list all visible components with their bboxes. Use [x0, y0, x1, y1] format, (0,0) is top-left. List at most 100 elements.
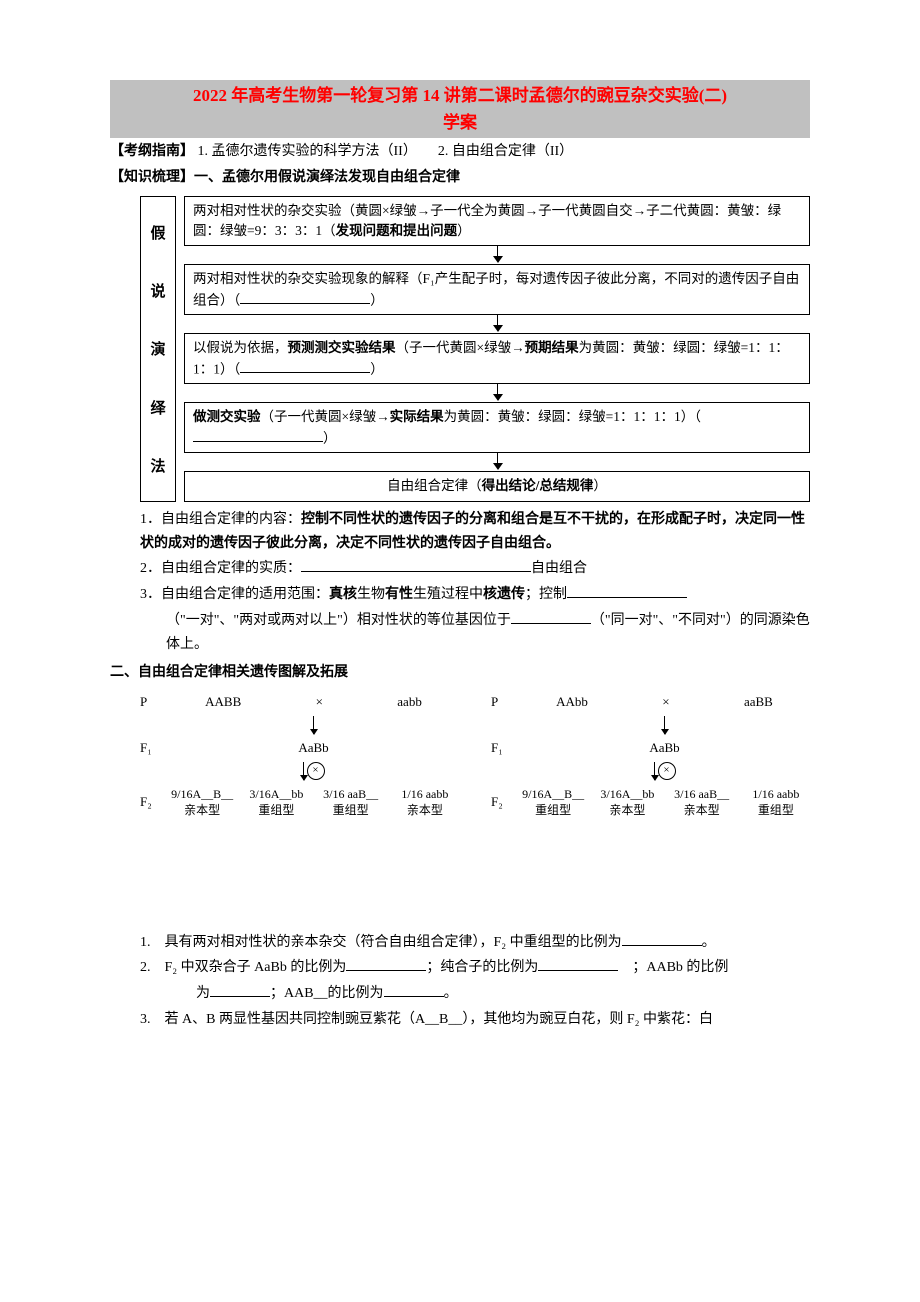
cross2-f2-3: 3/16 aaB__亲本型 — [668, 786, 736, 818]
content3-m2: 生殖过程中 — [413, 587, 483, 602]
cross1-f1-row: F₁ AaBb — [140, 740, 459, 756]
cross1-arrow1 — [140, 712, 459, 738]
step4-bold2: 实际结果 — [390, 409, 444, 424]
arrow-icon — [184, 384, 810, 402]
cross1-p-left: AABB — [205, 694, 241, 710]
cross2-f2-row: F₂ 9/16A__B__ 重组型 3/16A__bb 亲本型 3/16 aaB__… — [491, 786, 810, 818]
f2-geno: 3/16A__bb — [600, 787, 654, 801]
q1-text: 1. 具有两对相对性状的亲本杂交（符合自由组合定律），F₂ 中重组型的比例为 — [140, 935, 622, 950]
cross2-p-left: AAbb — [556, 694, 588, 710]
content3-blank2 — [511, 609, 591, 624]
arrow-icon — [184, 315, 810, 333]
hypo-char-1: 假 — [150, 222, 165, 243]
cross1-f2-row: F₂ 9/16A__B__ 亲本型 3/16A__bb重组型 3/16 aaB__… — [140, 786, 459, 818]
content2-blank — [301, 557, 531, 572]
content3-m1: 生物 — [357, 587, 385, 602]
hypo-deduction-diagram: 假 说 演 绎 法 两对相对性状的杂交实验（黄圆×绿皱→子一代全为黄圆→子一代黄… — [110, 196, 810, 502]
cross1-f2-4: 1/16 aabb亲本型 — [391, 786, 459, 818]
hypo-char-3: 演 — [150, 338, 165, 359]
cross2-f2-4: 1/16 aabb重组型 — [742, 786, 810, 818]
content3-b1: 真核 — [329, 587, 357, 602]
question-3: 3. 若 A、B 两显性基因共同控制豌豆紫花（A__B__），其他均为豌豆白花，… — [140, 1008, 810, 1032]
q2l2c: 。 — [444, 986, 458, 1001]
page: 2022 年高考生物第一轮复习第 14 讲第二课时孟德尔的豌豆杂交实验(二) 学… — [0, 0, 920, 1074]
cross2-f1: AaBb — [649, 740, 679, 756]
cross2-f2-1: 9/16A__B__ 重组型 — [519, 786, 587, 818]
f2-type: 亲本型 — [184, 803, 220, 817]
content-1: 1．自由组合定律的内容：控制不同性状的遗传因子的分离和组合是互不干扰的，在形成配… — [110, 508, 810, 556]
down-arrow-icon — [654, 762, 655, 780]
content2-pre: 2．自由组合定律的实质： — [140, 561, 301, 576]
hypo-step-2: 两对相对性状的杂交实验现象的解释（F₁产生配子时，每对遗传因子彼此分离，不同对的… — [184, 264, 810, 315]
gen-f2-label: F₂ — [140, 794, 168, 810]
self-cross-icon: × — [658, 762, 676, 780]
cross1-f2-3: 3/16 aaB__ 重组型 — [317, 786, 385, 818]
hypo-steps: 两对相对性状的杂交实验（黄圆×绿皱→子一代全为黄圆→子一代黄圆自交→子二代黄圆：… — [184, 196, 810, 502]
content3-pre: 3．自由组合定律的适用范围： — [140, 587, 329, 602]
step4-mid: （子一代黄圆×绿皱→ — [261, 409, 390, 424]
f2-type: 亲本型 — [609, 803, 645, 817]
arrow-icon — [184, 453, 810, 471]
down-arrow-icon — [303, 762, 304, 780]
knowledge-label: 【知识梳理】 — [110, 170, 194, 185]
step5-pre: 自由组合定律（ — [387, 478, 482, 493]
down-arrow-icon — [313, 716, 314, 734]
step3-bold2: 预期结果 — [525, 340, 579, 355]
hypo-step-1: 两对相对性状的杂交实验（黄圆×绿皱→子一代全为黄圆→子一代黄圆自交→子二代黄圆：… — [184, 196, 810, 247]
content-3-line2: （"一对"、"两对或两对以上"）相对性状的等位基因位于（"同一对"、"不同对"）… — [110, 609, 810, 657]
exam-guide-label: 【考纲指南】 — [110, 144, 194, 159]
f2-geno: 3/16 aaB__ — [674, 787, 729, 801]
q2b: ；纯合子的比例为 — [426, 960, 538, 975]
f2-geno: 9/16A__B__ — [522, 787, 584, 801]
title-line-2: 学案 — [443, 113, 477, 132]
hypo-char-5: 法 — [150, 455, 165, 476]
step4-post2: 为黄圆：黄皱：绿圆：绿皱=1：1：1：1）（ — [444, 409, 701, 424]
f2-type: 重组型 — [535, 803, 571, 817]
step3-bold: 预测测交实验结果 — [288, 340, 396, 355]
cross1-f2-2: 3/16A__bb重组型 — [242, 786, 310, 818]
title-line-1: 2022 年高考生物第一轮复习第 14 讲第二课时孟德尔的豌豆杂交实验(二) — [193, 86, 727, 105]
q1-tail: 。 — [702, 935, 716, 950]
down-arrow-icon — [664, 716, 665, 734]
f2-type: 重组型 — [258, 803, 294, 817]
cross2-p-right: aaBB — [744, 694, 773, 710]
content3-b2: 有性 — [385, 587, 413, 602]
content1-label: 1．自由组合定律的内容： — [140, 512, 301, 527]
cross-2: P AAbb × aaBB F₁ AaBb × — [491, 694, 810, 820]
f2-geno: 9/16A__B__ — [171, 787, 233, 801]
gen-f1-label: F₁ — [491, 740, 519, 756]
gen-p-label: P — [491, 694, 519, 710]
knowledge-line: 【知识梳理】一、孟德尔用假说演绎法发现自由组合定律 — [110, 166, 810, 190]
cross2-p-row: P AAbb × aaBB — [491, 694, 810, 710]
step1-bold: 发现问题和提出问题 — [336, 223, 458, 238]
cross1-arrow2: × — [140, 758, 459, 784]
step4-blank — [193, 428, 323, 443]
gen-p-label: P — [140, 694, 168, 710]
main-title: 2022 年高考生物第一轮复习第 14 讲第二课时孟德尔的豌豆杂交实验(二) 学… — [110, 80, 810, 138]
arrow-icon — [184, 246, 810, 264]
question-list: 1. 具有两对相对性状的亲本杂交（符合自由组合定律），F₂ 中重组型的比例为。 … — [110, 931, 810, 1032]
hypo-step-5: 自由组合定律（得出结论/总结规律） — [184, 471, 810, 501]
content3-l2a: （"一对"、"两对或两对以上"）相对性状的等位基因位于 — [166, 613, 511, 628]
q1-blank — [622, 931, 702, 946]
q2-blank3 — [210, 982, 270, 997]
cross2-f2-2: 3/16A__bb 亲本型 — [593, 786, 661, 818]
cross1-p-right: aabb — [397, 694, 422, 710]
hypo-char-2: 说 — [150, 280, 165, 301]
step3-pre: 以假说为依据， — [193, 340, 288, 355]
q2-blank1 — [346, 956, 426, 971]
cross-diagrams: P AABB × aabb F₁ AaBb × — [110, 694, 810, 820]
content3-b3: 核遗传 — [483, 587, 525, 602]
content2-tail: 自由组合 — [531, 561, 587, 576]
hypo-step-4: 做测交实验（子一代黄圆×绿皱→实际结果为黄圆：黄皱：绿圆：绿皱=1：1：1：1）… — [184, 402, 810, 453]
cross1-p-row: P AABB × aabb — [140, 694, 459, 710]
f2-geno: 3/16 aaB__ — [323, 787, 378, 801]
step2-post: ） — [370, 292, 384, 307]
q2l2b: ；AAB__的比例为 — [270, 986, 384, 1001]
f2-geno: 1/16 aabb — [752, 787, 799, 801]
step1-post: ） — [457, 223, 471, 238]
f2-type: 重组型 — [333, 803, 369, 817]
gen-f2-label: F₂ — [491, 794, 519, 810]
question-1: 1. 具有两对相对性状的亲本杂交（符合自由组合定律），F₂ 中重组型的比例为 。 — [140, 931, 810, 955]
cross1-f2-1: 9/16A__B__ 亲本型 — [168, 786, 236, 818]
